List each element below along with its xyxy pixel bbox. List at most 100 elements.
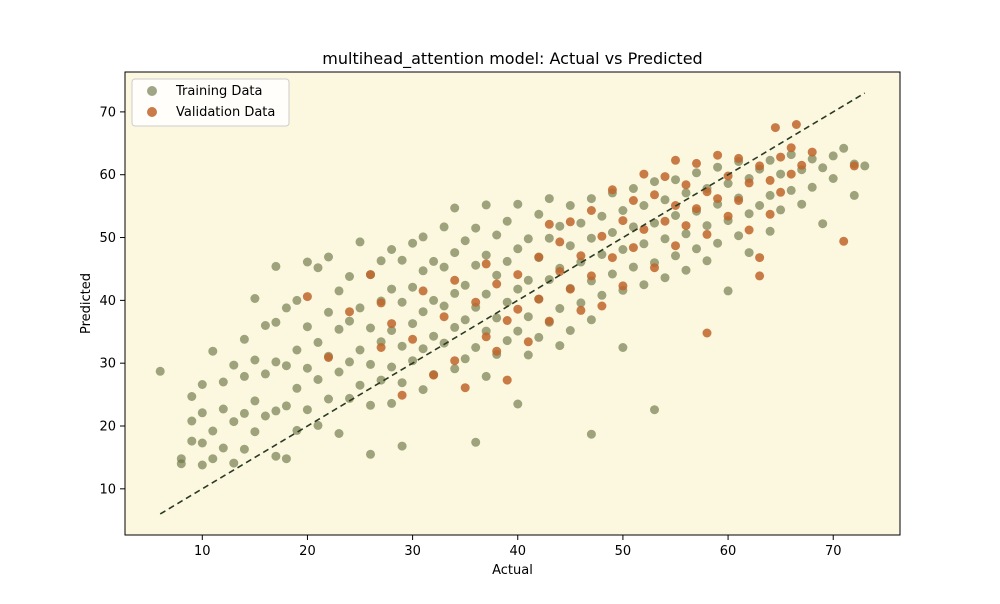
y-tick-label: 70 xyxy=(99,105,116,120)
validation-point xyxy=(776,152,786,162)
training-point xyxy=(702,256,712,266)
training-point xyxy=(271,451,281,461)
training-point xyxy=(271,406,281,416)
training-point xyxy=(313,420,323,430)
training-point xyxy=(429,256,439,266)
training-point xyxy=(565,241,575,251)
training-point xyxy=(302,363,312,373)
training-point xyxy=(250,355,260,365)
training-point xyxy=(523,234,533,244)
training-point xyxy=(776,169,786,179)
x-tick-label: 70 xyxy=(825,544,842,559)
training-point xyxy=(418,344,428,354)
validation-point xyxy=(839,236,849,246)
validation-point xyxy=(618,216,628,226)
validation-point xyxy=(734,153,744,163)
validation-point xyxy=(770,123,780,133)
validation-point xyxy=(744,225,754,235)
training-point xyxy=(650,177,659,187)
validation-point xyxy=(397,390,407,400)
validation-point xyxy=(387,319,397,329)
validation-point xyxy=(302,292,312,302)
validation-point xyxy=(692,204,701,214)
training-point xyxy=(313,337,323,347)
training-point xyxy=(250,294,260,303)
training-point xyxy=(397,255,407,265)
training-point xyxy=(229,458,239,468)
training-point xyxy=(408,238,418,248)
training-point xyxy=(187,416,197,426)
training-point xyxy=(618,206,628,215)
validation-point xyxy=(502,316,512,325)
training-point xyxy=(797,199,807,209)
training-point xyxy=(492,270,502,280)
legend-marker-validation xyxy=(147,107,157,117)
training-point xyxy=(355,345,365,355)
training-point xyxy=(324,307,333,317)
validation-point xyxy=(513,304,523,314)
training-point xyxy=(302,405,312,415)
training-point xyxy=(366,323,375,333)
training-point xyxy=(692,168,701,178)
training-point xyxy=(565,326,575,335)
training-point xyxy=(155,366,165,376)
y-axis-label: Predicted xyxy=(79,273,94,334)
training-point xyxy=(313,263,323,273)
training-point xyxy=(271,261,281,271)
validation-point xyxy=(734,196,744,205)
training-point xyxy=(345,316,354,326)
training-point xyxy=(355,380,365,390)
validation-point xyxy=(502,375,512,385)
chart-title: multihead_attention model: Actual vs Pre… xyxy=(322,49,702,69)
training-point xyxy=(807,154,817,164)
validation-point xyxy=(492,346,502,356)
x-axis-label: Actual xyxy=(492,563,533,578)
reference-line xyxy=(159,92,866,515)
validation-point xyxy=(534,252,544,262)
validation-point xyxy=(607,253,617,263)
training-point xyxy=(450,288,460,298)
training-point xyxy=(523,312,533,322)
validation-point xyxy=(492,279,502,289)
training-point xyxy=(534,332,544,342)
training-point xyxy=(197,438,207,448)
validation-point xyxy=(586,271,596,281)
validation-point xyxy=(586,206,596,215)
training-point xyxy=(765,190,775,200)
training-point xyxy=(197,460,207,470)
training-point xyxy=(250,396,260,406)
y-tick-label: 30 xyxy=(99,357,116,372)
training-point xyxy=(387,284,397,294)
training-point xyxy=(544,275,554,285)
training-point xyxy=(471,343,481,352)
validation-point xyxy=(660,216,670,226)
validation-point xyxy=(755,271,765,281)
training-point xyxy=(260,411,270,421)
training-point xyxy=(744,248,754,258)
training-point xyxy=(513,399,523,409)
training-point xyxy=(586,233,596,243)
training-point xyxy=(576,218,586,228)
training-point xyxy=(250,427,260,437)
x-tick-label: 30 xyxy=(404,544,421,559)
training-point xyxy=(555,341,565,351)
validation-point xyxy=(376,343,386,352)
validation-point xyxy=(681,221,691,231)
training-point xyxy=(755,201,765,210)
training-point xyxy=(218,443,228,453)
training-point xyxy=(334,286,344,296)
training-point xyxy=(208,426,218,436)
legend-label-training: Training Data xyxy=(175,84,262,99)
training-point xyxy=(208,454,218,464)
y-tick-label: 50 xyxy=(99,231,116,246)
validation-point xyxy=(797,160,807,170)
training-point xyxy=(565,201,575,210)
training-point xyxy=(387,362,397,372)
validation-point xyxy=(534,294,544,304)
training-point xyxy=(366,449,375,459)
training-point xyxy=(418,385,428,395)
training-point xyxy=(502,256,512,266)
validation-point xyxy=(755,161,765,171)
training-point xyxy=(292,383,302,393)
